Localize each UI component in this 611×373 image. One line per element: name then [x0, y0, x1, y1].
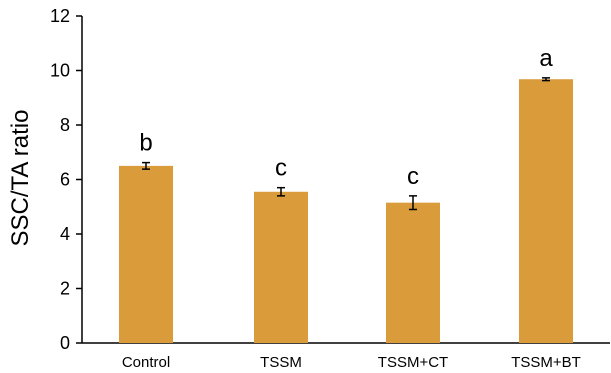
y-tick-label: 0	[60, 333, 70, 353]
y-tick-label: 8	[60, 115, 70, 135]
bar	[386, 202, 440, 343]
error-bars	[142, 77, 550, 211]
y-tick-label: 10	[50, 61, 70, 81]
y-tick-label: 2	[60, 279, 70, 299]
significance-letter: b	[139, 130, 152, 157]
significance-letter: c	[407, 163, 419, 190]
significance-labels: b c c a	[139, 45, 553, 190]
y-axis-label: SSC/TA ratio	[7, 110, 34, 247]
y-tick-label: 4	[60, 224, 70, 244]
category-label: TSSM+BT	[511, 354, 581, 371]
significance-letter: a	[539, 45, 553, 72]
bar	[519, 79, 573, 343]
y-tick-label: 6	[60, 170, 70, 190]
bar	[119, 165, 173, 343]
category-label: Control	[122, 354, 170, 371]
y-tick-label: 12	[50, 6, 70, 26]
category-label: TSSM	[260, 354, 302, 371]
y-ticks: 0 2 4 6 8 10 12	[50, 6, 82, 353]
bar	[254, 191, 308, 343]
category-labels: Control TSSM TSSM+CT TSSM+BT	[122, 354, 581, 371]
category-label: TSSM+CT	[378, 354, 448, 371]
significance-letter: c	[275, 155, 287, 182]
bars	[119, 79, 573, 343]
